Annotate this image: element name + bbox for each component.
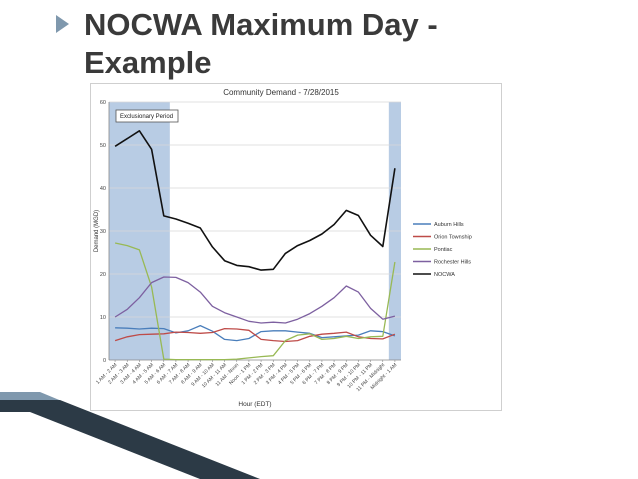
y-tick-label: 0 bbox=[103, 358, 106, 364]
y-tick-labels: 0 10 20 30 40 50 60 bbox=[100, 100, 106, 364]
legend-label: Pontiac bbox=[434, 247, 453, 253]
chart-title: Community Demand - 7/28/2015 bbox=[223, 88, 339, 97]
chart-frame: 0 10 20 30 40 50 60 1 AM - 2 AM 2 AM - 3 AM 3 AM… bbox=[90, 83, 502, 411]
slide-title-line-1: NOCWA Maximum Day - bbox=[84, 7, 438, 42]
series-line-orion-township bbox=[114, 327, 396, 343]
legend: Auburn Hills Orion Township Pontiac Rochest… bbox=[413, 222, 472, 278]
y-tick-label: 30 bbox=[100, 229, 106, 235]
series-line-nocwa bbox=[114, 129, 396, 271]
y-axis-label: Demand (MGD) bbox=[94, 210, 100, 252]
legend-label: Orion Township bbox=[434, 235, 472, 241]
gridlines bbox=[108, 101, 401, 361]
series-line-pontiac bbox=[114, 242, 396, 361]
corner-swoosh-decoration bbox=[0, 392, 260, 479]
y-tick-label: 20 bbox=[100, 272, 106, 278]
series-line-rochester-hills bbox=[114, 276, 396, 324]
slide-title-line-2: Example bbox=[84, 45, 212, 80]
title-bullet-icon bbox=[56, 15, 69, 33]
x-tick-labels: 1 AM - 2 AM2 AM - 3 AM3 AM - 4 AM4 AM - … bbox=[95, 360, 398, 393]
exclusionary-period-label-box bbox=[115, 109, 179, 123]
y-tick-label: 40 bbox=[100, 186, 106, 192]
slide-title: NOCWA Maximum Day - Example bbox=[84, 6, 438, 82]
legend-label: Auburn Hills bbox=[434, 222, 464, 228]
legend-label: Rochester Hills bbox=[434, 260, 471, 266]
x-axis-label: Hour (EDT) bbox=[238, 401, 271, 408]
community-demand-chart: 0 10 20 30 40 50 60 1 AM - 2 AM2 AM - 3 AM3 AM… bbox=[94, 88, 472, 408]
series-lines bbox=[114, 129, 396, 361]
legend-label: NOCWA bbox=[434, 272, 455, 278]
y-tick-label: 50 bbox=[100, 143, 106, 149]
y-tick-label: 10 bbox=[100, 315, 106, 321]
exclusionary-period-label: Exclusionary Period bbox=[120, 114, 173, 120]
y-tick-label: 60 bbox=[100, 100, 106, 106]
